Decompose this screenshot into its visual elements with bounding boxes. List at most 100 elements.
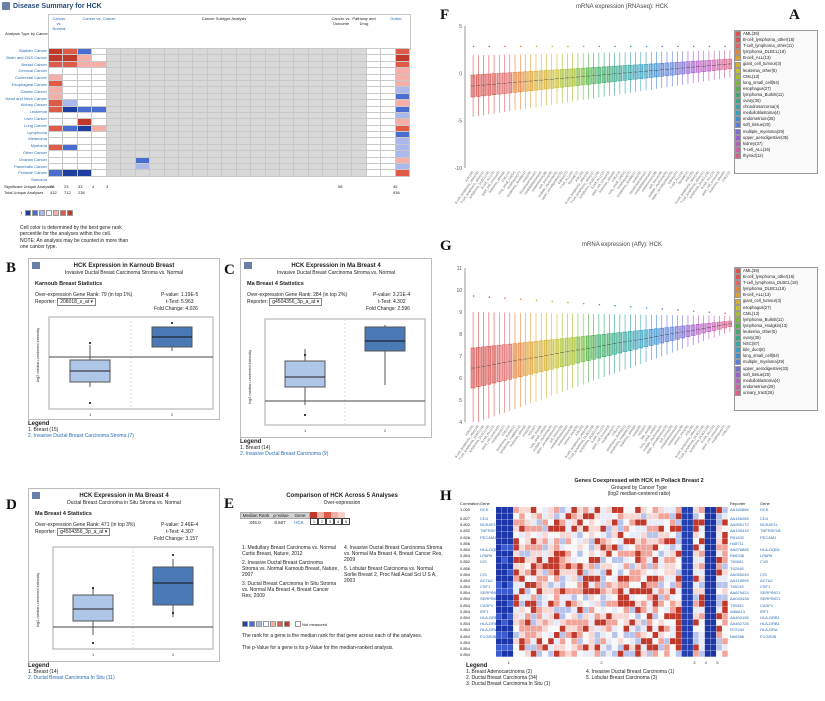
legend-entry[interactable]: NSC(87) — [735, 341, 817, 348]
summary-cell[interactable] — [394, 169, 410, 177]
cancer-row-label[interactable]: Other Cancer — [22, 149, 47, 155]
h-row-cell[interactable]: FCGR2B — [480, 633, 497, 639]
h-row-cell[interactable]: CIS — [480, 571, 487, 577]
h-row-cell[interactable]: LPAR6 — [480, 553, 493, 559]
h-row-cell[interactable]: AA043438 — [730, 596, 749, 602]
cancer-row-label[interactable]: Melanoma — [28, 136, 47, 142]
h-row-cell[interactable]: SERPING1 — [480, 590, 501, 596]
legend-entry[interactable]: lung_small_cell(54) — [735, 80, 817, 86]
h-row-cell[interactable]: AA404195 — [730, 615, 749, 620]
legend-entry[interactable]: upper_aerodigestive(33) — [735, 366, 817, 372]
h-row-cell[interactable]: R51832 — [730, 534, 745, 540]
h-row-cell[interactable]: IRF1 — [760, 608, 769, 614]
cancer-row-label[interactable]: Pancreatic Cancer — [14, 163, 47, 169]
h-row-cell[interactable]: SERPING1 — [760, 590, 781, 596]
h-row-cell[interactable]: ACTA2 — [760, 577, 773, 583]
h-row-cell[interactable]: T62048 — [730, 565, 744, 571]
cancer-row-label[interactable]: Lung Cancer — [24, 122, 47, 128]
legend-entry[interactable]: lymphoma_Burkitt(11) — [735, 317, 817, 323]
summary-cell[interactable] — [394, 79, 410, 88]
legend-entry[interactable]: B-cell_ALL(13) — [735, 55, 817, 62]
legend-entry[interactable]: AML(39) — [735, 268, 817, 275]
summary-cell[interactable] — [394, 111, 410, 120]
legend-entry[interactable]: esophagus(27) — [735, 86, 817, 92]
cancer-row-label[interactable]: Cervical Cancer — [18, 68, 47, 74]
legend-entry[interactable]: soft_tissue(20) — [735, 122, 817, 129]
summary-cell[interactable] — [394, 92, 410, 101]
h-row-cell[interactable] — [760, 652, 790, 658]
h-row-cell[interactable] — [480, 652, 494, 658]
cancer-row-label[interactable]: Liver Cancer — [24, 115, 47, 121]
h-row-cell[interactable]: C1R — [760, 559, 769, 565]
legend-entry[interactable]: medulloblastoma(4) — [735, 378, 817, 384]
h-row-cell[interactable]: R72244 — [730, 627, 745, 633]
h-row-cell[interactable]: AA679424 — [730, 590, 749, 596]
legend-entry[interactable]: multiple_myeloma(29) — [735, 359, 817, 366]
gene-link[interactable]: HCK — [294, 520, 304, 525]
h-row-cell[interactable]: HLA-DRB1 — [480, 615, 500, 620]
h-row-cell[interactable]: AA676885 — [730, 546, 749, 552]
first-gene-right[interactable]: HCK — [760, 507, 769, 512]
legend-entry[interactable]: ovary(35) — [735, 98, 817, 105]
h-row-cell[interactable]: SERPING1 — [760, 596, 781, 602]
h-row-cell[interactable]: HLA-DRA — [480, 627, 498, 633]
legend-entry[interactable]: lymphoma_Burkitt(11) — [735, 92, 817, 98]
h-row-cell[interactable]: AA055245 — [730, 571, 749, 577]
cancer-row-label[interactable]: Lymphoma — [27, 129, 47, 135]
legend-entry[interactable]: soft_tissue(20) — [735, 372, 817, 378]
legend-entry[interactable]: thyroid(12) — [735, 153, 817, 159]
legend-entry[interactable]: giant_cell_tumour(3) — [735, 298, 817, 305]
legend-entry[interactable]: B-cell_lymphoma_other(16) — [735, 274, 817, 281]
h-row-cell[interactable]: NCKAP1L — [760, 522, 779, 528]
h-row-cell[interactable]: HLA-DRA — [760, 627, 778, 633]
h-row-cell[interactable]: IRF1 — [480, 608, 489, 614]
summary-cell[interactable] — [394, 60, 410, 69]
h-row-cell[interactable]: R66338 — [730, 553, 745, 559]
h-row-cell[interactable]: TNFRSF1B — [480, 528, 501, 534]
h-row-cell[interactable]: W86813 — [730, 608, 745, 614]
legend-entry[interactable]: T-cell_lymphoma_other(11) — [735, 43, 817, 50]
h-row-cell[interactable]: T60081 — [730, 559, 744, 565]
first-gene[interactable]: HCK — [480, 507, 489, 512]
summary-cell[interactable] — [394, 105, 410, 113]
legend-entry[interactable]: chondrosarcoma(4) — [735, 104, 817, 111]
h-row-cell[interactable]: T65139 — [730, 584, 744, 590]
reporter-select[interactable]: g4504356_3p_a_at ▾ — [269, 298, 323, 306]
h-row-cell[interactable]: CASP1 — [760, 602, 774, 608]
legend-item[interactable]: 2. Invasive Ductal Breast Carcinoma (9) — [240, 451, 329, 457]
h-row-cell[interactable]: AA995172 — [730, 522, 749, 528]
col-group-cancer-vs-normal[interactable]: Cancer vs. Normal — [52, 16, 66, 31]
legend-entry[interactable]: AML(39) — [735, 31, 817, 38]
legend-entry[interactable]: multiple_myeloma(29) — [735, 129, 817, 135]
legend-entry[interactable]: B-cell_ALL(13) — [735, 292, 817, 299]
legend-entry[interactable]: leukemia_other(5) — [735, 329, 817, 335]
h-row-cell[interactable]: CIS — [480, 559, 487, 565]
h-row-cell[interactable]: CD4 — [760, 516, 769, 521]
cancer-row-label[interactable]: Bladder Cancer — [19, 48, 47, 53]
h-row-cell[interactable]: CD4 — [480, 516, 489, 521]
h-row-cell[interactable]: NCKAP1L — [480, 522, 499, 528]
legend-entry[interactable]: lung_small_cell(54) — [735, 353, 817, 360]
legend-entry[interactable]: giant_cell_tumour(3) — [735, 61, 817, 68]
cancer-row-label[interactable]: Myeloma — [30, 143, 47, 149]
h-row-cell[interactable]: AA416999 — [730, 577, 749, 583]
h-row-cell[interactable]: AA155415 — [730, 528, 749, 534]
summary-cell[interactable] — [394, 73, 410, 81]
col-group-outlier[interactable]: Outlier — [390, 16, 402, 21]
h-row-cell[interactable]: HLA-DQB1 — [480, 546, 501, 552]
h-row-cell[interactable] — [730, 652, 760, 658]
h-row-cell[interactable]: CASP1 — [480, 602, 494, 608]
h-row-cell[interactable]: H48711 — [730, 540, 744, 546]
cancer-row-label[interactable]: Kidney Cancer — [20, 102, 47, 108]
h-row-cell[interactable]: HLA-DRB1 — [480, 621, 500, 627]
legend-entry[interactable]: lymphoma_DLBCL(18) — [735, 49, 817, 56]
legend-entry[interactable]: esophagus(27) — [735, 305, 817, 311]
cancer-row-label[interactable]: Gastric Cancer — [20, 88, 47, 94]
h-row-cell[interactable]: AA452725 — [730, 621, 749, 627]
legend-entry[interactable]: T-cell_ALL(16) — [735, 147, 817, 153]
legend-entry[interactable]: CML(13) — [735, 74, 817, 80]
h-row-cell[interactable]: LPAR6 — [760, 553, 773, 559]
legend-entry[interactable]: ovary(35) — [735, 335, 817, 342]
legend-entry[interactable]: CML(13) — [735, 311, 817, 317]
cancer-row-label[interactable]: Head and Neck Cancer — [5, 95, 47, 101]
